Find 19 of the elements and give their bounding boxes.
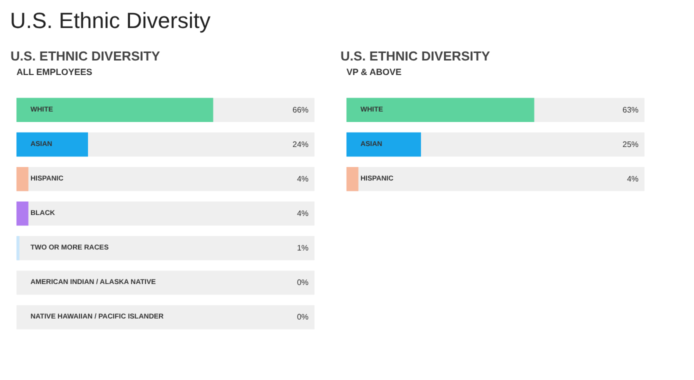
data-label: 1% — [296, 244, 309, 254]
chart-title: U.S. ETHNIC DIVERSITY — [10, 48, 160, 64]
bar — [16, 202, 28, 226]
bar — [16, 236, 20, 261]
data-label: 63% — [622, 106, 639, 115]
chart-subtitle: VP & ABOVE — [346, 68, 402, 78]
data-label: 66% — [292, 106, 309, 115]
chart-title: U.S. ETHNIC DIVERSITY — [340, 48, 490, 64]
data-label: 0% — [296, 278, 309, 288]
chart-subtitle: ALL EMPLOYEES — [16, 68, 92, 78]
text: U.S. Ethnic Diversity — [10, 7, 210, 35]
bar — [16, 167, 28, 192]
bar — [16, 132, 88, 158]
data-label: 24% — [292, 140, 309, 150]
data-label: 4% — [296, 174, 309, 184]
data-label: 4% — [626, 174, 639, 184]
data-label: 4% — [296, 210, 309, 219]
data-label: 25% — [622, 140, 639, 150]
data-label: 0% — [296, 313, 309, 322]
